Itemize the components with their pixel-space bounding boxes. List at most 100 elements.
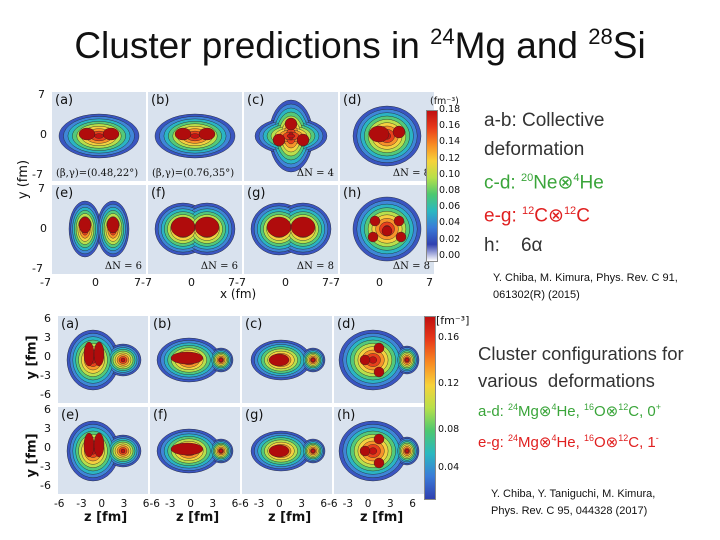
note-ab-2: deformation — [484, 139, 585, 160]
panel-note: ΔN = 8 — [392, 261, 430, 272]
slide-title: Cluster predictions in 24Mg and 28Si — [74, 24, 646, 66]
figure-1: y (fm) 7 0 -7 7 0 -7 (a) (β,γ)=(0.48,22°)… — [16, 88, 480, 301]
fig1-xtick: 7 — [426, 276, 433, 289]
contour-level — [120, 357, 126, 363]
density-peak — [296, 133, 310, 147]
note-h: h: 6α — [484, 234, 543, 256]
reference-1-line1: Y. Chiba, M. Kimura, Phys. Rev. C 91, — [493, 272, 678, 284]
fig2-xtick: 3 — [209, 498, 217, 510]
fig1-xtick: 7-7 — [134, 276, 152, 289]
note-configs-1: Cluster configurations for — [478, 343, 684, 364]
contour-level — [218, 448, 224, 454]
note-eg: e-g: 12C⊗12C — [484, 205, 590, 227]
contour-level — [120, 448, 126, 454]
fig1-xtick: -7 — [40, 276, 51, 289]
fig2-panel-h: (h) — [334, 407, 424, 494]
fig1-cbar-tick: 0.00 — [439, 249, 461, 261]
fig1-panel-c: (c) ΔN = 4 — [244, 92, 338, 181]
panel-note: ΔN = 6 — [104, 261, 142, 272]
density-peak — [373, 342, 385, 354]
panel-note: ΔN = 6 — [200, 261, 238, 272]
panel-label: (f) — [153, 408, 168, 423]
fig1-panel-h: (h) ΔN = 8 — [340, 185, 434, 274]
fig1-xtick: 7-7 — [228, 276, 246, 289]
side-notes-1: a-b: Collective deformation c-d: 20Ne⊗4H… — [484, 106, 604, 260]
fig1-cbar-tick: 0.12 — [439, 152, 461, 164]
panel-label: (a) — [55, 93, 74, 108]
density-peak — [268, 353, 290, 367]
contour-level — [310, 357, 316, 363]
fig1-cbar-tick: 0.02 — [439, 233, 461, 245]
fig2-xtick: -3 — [165, 498, 176, 510]
density-map — [154, 202, 236, 256]
fig2-panel-c: (c) — [242, 316, 332, 403]
contour-level — [369, 356, 377, 364]
fig2-xtick: 6 — [409, 498, 416, 510]
fig1-ytick: 0 — [40, 222, 47, 235]
fig2-ytick: -3 — [40, 369, 51, 382]
fig2-xtick: 6-6 — [142, 498, 160, 510]
reference-2-line1: Y. Chiba, Y. Taniguchi, M. Kimura, — [491, 488, 656, 500]
fig1-xtick: 0 — [188, 276, 195, 289]
fig2-ytick: -3 — [40, 460, 51, 473]
density-peak — [83, 432, 95, 458]
density-peak — [174, 127, 192, 141]
density-peak — [93, 432, 105, 458]
fig2-panel-b: (b) — [150, 316, 240, 403]
contour-level — [369, 447, 377, 455]
density-peak — [359, 354, 371, 366]
density-peak — [290, 216, 316, 238]
note-ad: a-d: 24Mg⊗4He, 16O⊗12C, 0+ — [478, 402, 662, 420]
fig2-ytick: 0 — [44, 441, 51, 454]
density-map — [250, 339, 326, 381]
fig1-panel-d: (d) ΔN = 8 — [340, 92, 434, 181]
fig2-cbar-tick: 0.16 — [438, 332, 460, 343]
fig2-xtick: 6-6 — [231, 498, 249, 510]
fig2-ytick: -6 — [40, 388, 51, 401]
fig1-xtick: 0 — [282, 276, 289, 289]
density-map — [250, 202, 332, 256]
note-eg-2: e-g: 24Mg⊗4He, 16O⊗12C, 1- — [478, 433, 659, 451]
fig1-cbar-tick: 0.10 — [439, 168, 461, 180]
panel-note: (β,γ)=(0.76,35°) — [152, 168, 235, 179]
density-peak — [284, 117, 298, 131]
density-peak — [170, 216, 196, 238]
fig2-ytick: 3 — [44, 422, 51, 435]
fig2-panel-d: (d) — [334, 316, 424, 403]
panel-label: (e) — [55, 186, 74, 201]
fig2-panel-e: (e) — [58, 407, 148, 494]
density-peak — [170, 351, 204, 365]
fig1-cbar-tick: 0.16 — [439, 120, 461, 132]
fig2-xtick: -3 — [253, 498, 265, 510]
contour-level — [190, 133, 200, 139]
density-map — [68, 200, 130, 258]
fig2-ytick: 3 — [44, 331, 51, 344]
density-peak — [367, 231, 379, 243]
density-peak — [198, 127, 216, 141]
fig1-xtick: 7-7 — [322, 276, 340, 289]
fig2-cbar-tick: 0.08 — [438, 424, 460, 435]
density-peak — [373, 433, 385, 445]
panel-label: (b) — [153, 317, 172, 332]
density-peak — [381, 225, 393, 237]
density-map — [338, 329, 420, 391]
fig2-xtick: -3 — [342, 498, 354, 510]
fig2-xtick: 3 — [298, 498, 305, 510]
contour-level — [218, 357, 224, 363]
fig2-xtick: 0 — [187, 498, 194, 510]
panel-label: (c) — [245, 317, 263, 332]
fig2-xtick: 0 — [98, 498, 106, 510]
density-peak — [373, 366, 385, 378]
density-map — [352, 105, 422, 167]
fig1-panel-a: (a) (β,γ)=(0.48,22°) — [52, 92, 146, 181]
density-map — [250, 430, 326, 472]
density-map — [254, 99, 328, 173]
contour-level — [94, 133, 104, 139]
fig2-xtick: 0 — [276, 498, 283, 510]
note-cd: c-d: 20Ne⊗4He — [484, 172, 604, 194]
fig1-cbar-tick: 0.14 — [439, 136, 461, 148]
panel-label: (e) — [61, 408, 80, 423]
fig2-ytick: 6 — [44, 312, 51, 325]
density-map — [154, 113, 236, 159]
panel-label: (h) — [337, 408, 356, 423]
